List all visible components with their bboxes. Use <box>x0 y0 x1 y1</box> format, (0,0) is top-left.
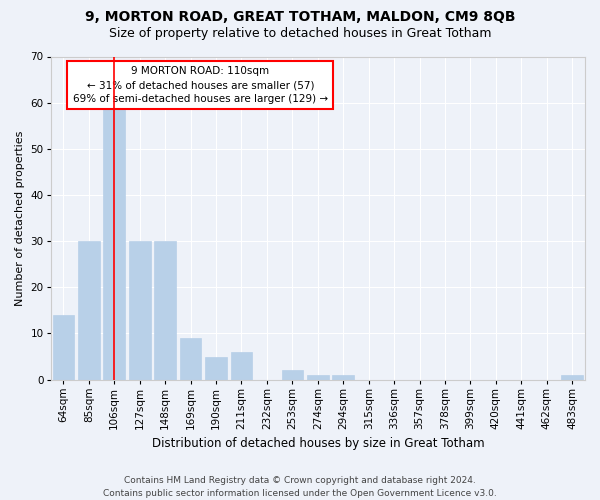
Bar <box>562 375 583 380</box>
X-axis label: Distribution of detached houses by size in Great Totham: Distribution of detached houses by size … <box>151 437 484 450</box>
Text: 9 MORTON ROAD: 110sqm
← 31% of detached houses are smaller (57)
69% of semi-deta: 9 MORTON ROAD: 110sqm ← 31% of detached … <box>73 66 328 104</box>
Y-axis label: Number of detached properties: Number of detached properties <box>15 130 25 306</box>
Bar <box>205 356 227 380</box>
Bar <box>307 375 329 380</box>
Text: Size of property relative to detached houses in Great Totham: Size of property relative to detached ho… <box>109 28 491 40</box>
Bar <box>180 338 202 380</box>
Text: 9, MORTON ROAD, GREAT TOTHAM, MALDON, CM9 8QB: 9, MORTON ROAD, GREAT TOTHAM, MALDON, CM… <box>85 10 515 24</box>
Bar <box>129 241 151 380</box>
Text: Contains HM Land Registry data © Crown copyright and database right 2024.
Contai: Contains HM Land Registry data © Crown c… <box>103 476 497 498</box>
Bar <box>78 241 100 380</box>
Bar <box>332 375 354 380</box>
Bar <box>103 108 125 380</box>
Bar <box>281 370 303 380</box>
Bar <box>154 241 176 380</box>
Bar <box>53 315 74 380</box>
Bar <box>230 352 252 380</box>
